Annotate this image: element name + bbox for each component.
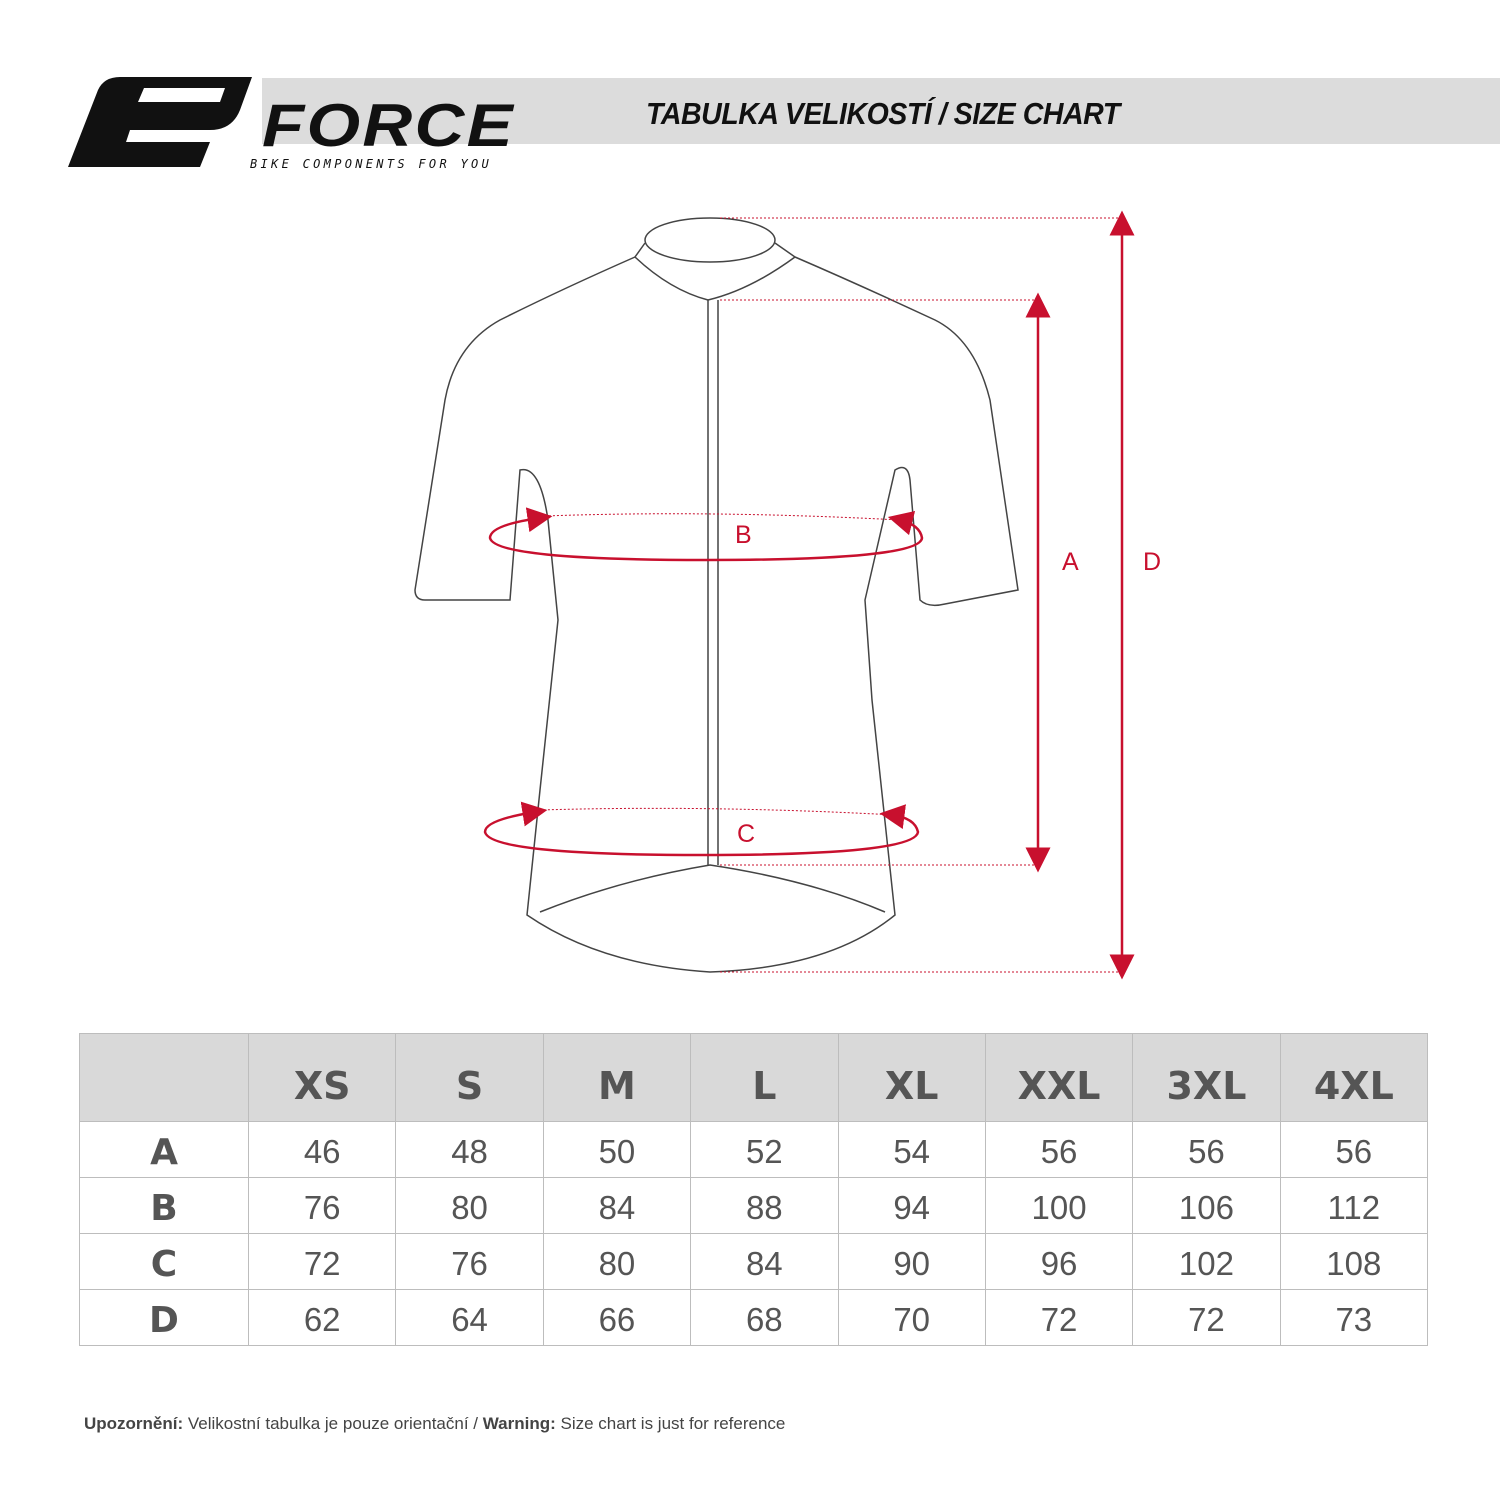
- table-cell: 56: [984, 1121, 1134, 1178]
- table-cell: 70: [837, 1289, 986, 1346]
- table-cell: 56: [1279, 1121, 1429, 1178]
- note-en-label: Warning:: [482, 1414, 556, 1433]
- label-b: B: [735, 521, 752, 549]
- force-logo-icon: [68, 77, 252, 167]
- table-cell: 62: [247, 1289, 397, 1346]
- table-cell: 66: [542, 1289, 692, 1346]
- table-cell: 50: [542, 1121, 692, 1178]
- table-cell: 73: [1279, 1289, 1429, 1346]
- table-cell: 56: [1132, 1121, 1281, 1178]
- note-cz-text: Velikostní tabulka je pouze orientační /: [183, 1414, 483, 1433]
- note-cz-label: Upozornění:: [84, 1414, 184, 1433]
- table-cell: 108: [1279, 1233, 1429, 1290]
- table-cell: 54: [837, 1121, 986, 1178]
- table-cell: 80: [395, 1177, 544, 1234]
- table-cell: 90: [837, 1233, 986, 1290]
- table-cell: 106: [1132, 1177, 1281, 1234]
- row-label: A: [79, 1121, 249, 1178]
- table-cell: 72: [1132, 1289, 1281, 1346]
- table-row: B 76 80 84 88 94 100 106 112: [79, 1177, 1429, 1234]
- header-empty: [79, 1033, 249, 1122]
- table-cell: 72: [984, 1289, 1134, 1346]
- table-cell: 102: [1132, 1233, 1281, 1290]
- header-size: 3XL: [1132, 1033, 1281, 1122]
- size-header-row: XS S M L XL XXL 3XL 4XL: [79, 1033, 1429, 1122]
- table-cell: 100: [984, 1177, 1134, 1234]
- label-d: D: [1143, 548, 1161, 576]
- jersey-diagram: B C A D: [414, 210, 1161, 980]
- header-size: XL: [837, 1033, 986, 1122]
- header-size: S: [395, 1033, 544, 1122]
- table-cell: 48: [395, 1121, 544, 1178]
- dimension-c: [483, 801, 920, 857]
- dimension-b: [488, 507, 924, 562]
- size-table: XS S M L XL XXL 3XL 4XL A 46 48 50 52 54 56 56 5…: [79, 1033, 1429, 1346]
- brand-tagline: BIKE COMPONENTS FOR YOU: [250, 157, 493, 171]
- page-title: TABULKA VELIKOSTÍ / SIZE CHART: [646, 96, 1120, 131]
- table-row: D 62 64 66 68 70 72 72 73: [79, 1289, 1429, 1346]
- table-cell: 84: [542, 1177, 692, 1234]
- table-cell: 72: [247, 1233, 397, 1290]
- warning-note: Upozornění: Velikostní tabulka je pouze …: [84, 1414, 785, 1434]
- table-cell: 112: [1279, 1177, 1429, 1234]
- note-en-text: Size chart is just for reference: [555, 1414, 786, 1433]
- header-size: XXL: [984, 1033, 1134, 1122]
- row-label: B: [79, 1177, 249, 1234]
- table-cell: 76: [247, 1177, 397, 1234]
- header-band: [262, 78, 1500, 144]
- table-cell: 80: [542, 1233, 692, 1290]
- table-cell: 84: [690, 1233, 839, 1290]
- brand-name: FORCE: [262, 92, 515, 159]
- header-size: XS: [247, 1033, 397, 1122]
- table-cell: 68: [690, 1289, 839, 1346]
- header-size: L: [690, 1033, 839, 1122]
- table-cell: 88: [690, 1177, 839, 1234]
- label-a: A: [1062, 548, 1079, 576]
- table-row: A 46 48 50 52 54 56 56 56: [79, 1121, 1429, 1178]
- label-c: C: [737, 820, 755, 848]
- table-row: C 72 76 80 84 90 96 102 108: [79, 1233, 1429, 1290]
- table-cell: 94: [837, 1177, 986, 1234]
- row-label: D: [79, 1289, 249, 1346]
- header-size: 4XL: [1279, 1033, 1429, 1122]
- table-cell: 64: [395, 1289, 544, 1346]
- table-cell: 96: [984, 1233, 1134, 1290]
- table-cell: 76: [395, 1233, 544, 1290]
- table-cell: 46: [247, 1121, 397, 1178]
- row-label: C: [79, 1233, 249, 1290]
- jersey-outline: [414, 217, 1019, 973]
- table-cell: 52: [690, 1121, 839, 1178]
- header-size: M: [542, 1033, 692, 1122]
